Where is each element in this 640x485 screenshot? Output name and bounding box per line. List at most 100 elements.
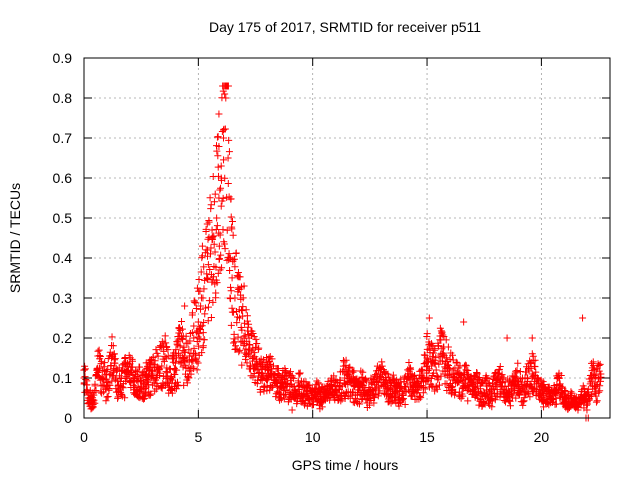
data-point	[201, 310, 209, 318]
data-point	[382, 382, 390, 390]
data-point	[499, 374, 507, 382]
data-point	[314, 379, 322, 387]
data-point	[420, 373, 428, 381]
data-point	[373, 378, 381, 386]
data-point	[107, 354, 115, 362]
data-point	[396, 390, 404, 398]
data-point	[258, 377, 266, 385]
data-point	[181, 354, 189, 362]
data-point	[164, 346, 172, 354]
y-tick-label: 0.7	[53, 130, 73, 146]
data-point	[239, 294, 247, 302]
data-point	[95, 346, 103, 354]
data-point	[92, 386, 100, 394]
data-point	[242, 306, 250, 314]
data-point	[91, 399, 99, 407]
data-point	[249, 354, 257, 362]
data-point	[226, 295, 234, 303]
data-point	[528, 334, 536, 342]
data-point	[230, 308, 238, 316]
data-point	[199, 294, 207, 302]
data-point	[233, 319, 241, 327]
data-point	[286, 382, 294, 390]
data-point	[199, 329, 207, 337]
data-point	[227, 287, 235, 295]
data-point	[371, 385, 379, 393]
data-point	[513, 367, 521, 375]
data-point	[231, 263, 239, 271]
data-point	[198, 242, 206, 250]
data-point	[401, 400, 409, 408]
data-point	[224, 82, 232, 90]
data-point	[205, 218, 213, 226]
y-tick-label: 0	[64, 410, 72, 426]
data-point	[258, 370, 266, 378]
data-point	[488, 403, 496, 411]
data-point	[153, 366, 161, 374]
data-point	[280, 395, 288, 403]
data-point	[171, 349, 179, 357]
data-point	[473, 382, 481, 390]
data-point	[174, 378, 182, 386]
data-point	[234, 284, 242, 292]
data-point	[215, 142, 223, 150]
data-point	[207, 314, 215, 322]
data-point	[583, 406, 591, 414]
data-point	[452, 358, 460, 366]
data-point	[217, 202, 225, 210]
data-point	[378, 362, 386, 370]
data-point	[206, 194, 214, 202]
data-point	[313, 377, 321, 385]
data-point	[496, 362, 504, 370]
data-point	[435, 360, 443, 368]
data-point	[327, 382, 335, 390]
data-point	[515, 378, 523, 386]
data-point	[444, 343, 452, 351]
data-point	[544, 399, 552, 407]
data-point	[91, 382, 99, 390]
data-point	[336, 382, 344, 390]
data-point	[322, 390, 330, 398]
data-point	[96, 351, 104, 359]
data-point	[389, 371, 397, 379]
data-point	[348, 388, 356, 396]
data-point	[526, 393, 534, 401]
data-point	[496, 378, 504, 386]
data-point	[109, 342, 117, 350]
data-point	[228, 225, 236, 233]
data-point	[193, 366, 201, 374]
data-point	[421, 385, 429, 393]
data-point	[357, 367, 365, 375]
data-point	[243, 317, 251, 325]
data-point	[423, 330, 431, 338]
data-point	[94, 366, 102, 374]
data-point	[539, 378, 547, 386]
data-point	[464, 382, 472, 390]
data-point	[224, 154, 232, 162]
x-tick-label: 0	[80, 429, 88, 445]
y-axis-label: SRMTID / TECUs	[7, 183, 23, 293]
data-point	[158, 362, 166, 370]
data-point	[177, 358, 185, 366]
data-point	[416, 392, 424, 400]
data-point	[295, 382, 303, 390]
data-point	[154, 382, 162, 390]
data-point	[439, 331, 447, 339]
data-point	[227, 195, 235, 203]
data-point	[592, 398, 600, 406]
data-point	[596, 360, 604, 368]
data-point	[391, 382, 399, 390]
data-point	[428, 362, 436, 370]
data-point	[162, 354, 170, 362]
data-point	[416, 383, 424, 391]
data-point	[469, 379, 477, 387]
data-point	[395, 402, 403, 410]
data-point	[103, 378, 111, 386]
data-point	[547, 394, 555, 402]
data-point	[290, 386, 298, 394]
data-point	[442, 336, 450, 344]
data-point	[227, 321, 235, 329]
data-point	[219, 226, 227, 234]
data-point	[519, 398, 527, 406]
